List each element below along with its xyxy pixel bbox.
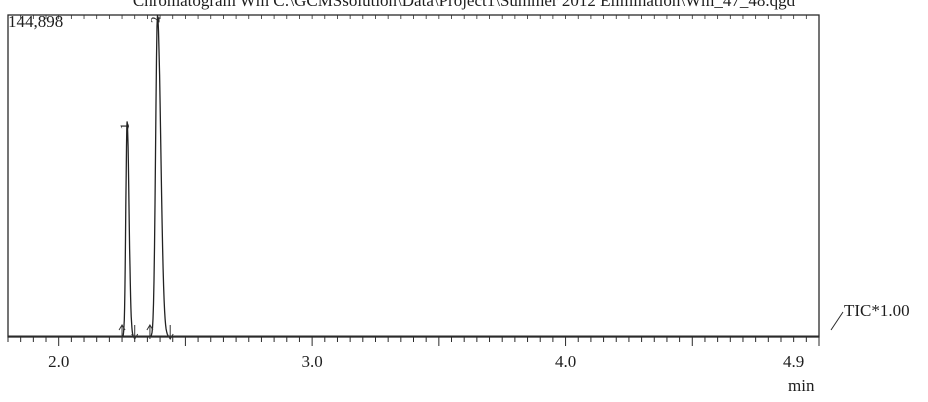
integration-start-arrowhead — [146, 324, 154, 331]
x-tick-label: 4.9 — [783, 352, 804, 371]
peak-label: 2 — [148, 17, 163, 24]
integration-start-arrowhead — [118, 324, 126, 331]
plot-frame — [7, 14, 820, 338]
integration-end-arrowhead — [131, 333, 139, 340]
x-tick-label: 4.0 — [555, 352, 576, 371]
x-tick-label: 3.0 — [302, 352, 323, 371]
x-axis-unit-label: min — [788, 376, 815, 395]
peak-trace — [121, 121, 135, 338]
peak-label: 1 — [117, 123, 132, 130]
peak-trace — [149, 14, 171, 338]
chart-title: Chromatogram Wm C:\GCMSsolution\Data\Pro… — [132, 0, 796, 10]
integration-end-arrowhead — [166, 333, 174, 340]
trace-label: TIC*1.00 — [844, 301, 910, 320]
trace-label-leader — [830, 311, 844, 331]
x-tick-label: 2.0 — [48, 352, 69, 371]
y-max-label: 144,898 — [8, 12, 64, 31]
